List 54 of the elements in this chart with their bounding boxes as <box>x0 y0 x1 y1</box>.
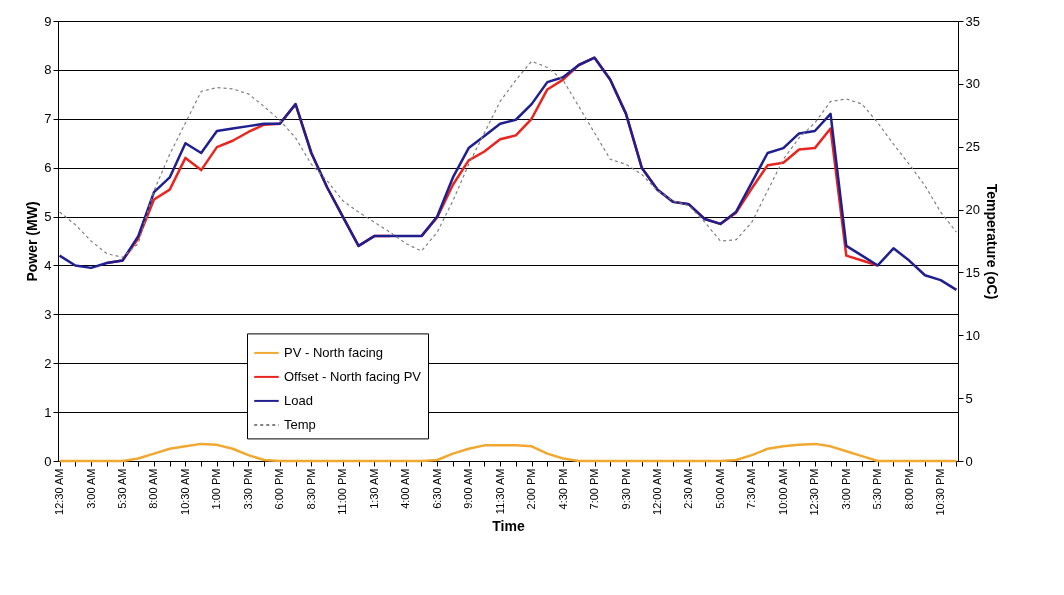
y-tick-label: 6 <box>44 160 52 176</box>
y2-tick-label: 5 <box>965 390 973 406</box>
x-tick-label: 1:00 PM <box>210 468 223 510</box>
y-tick-label: 9 <box>44 13 52 29</box>
x-tick-label: 12:30 AM <box>53 468 66 515</box>
y-tick-label: 8 <box>44 62 52 78</box>
x-tick-label: 6:30 AM <box>430 468 443 509</box>
x-tick-label: 9:30 PM <box>619 468 632 510</box>
x-tick-label: 2:30 AM <box>682 468 695 509</box>
y-tick-label: 5 <box>44 209 52 225</box>
y2-tick-label: 15 <box>965 264 980 280</box>
x-tick-label: 6:00 PM <box>273 468 286 510</box>
x-tick-label: 8:00 AM <box>147 468 160 509</box>
x-tick-label: 8:30 PM <box>304 468 317 510</box>
x-tick-label: 10:30 AM <box>178 468 191 515</box>
y2-tick-label: 30 <box>965 76 980 92</box>
y2-tick-label: 25 <box>965 139 980 155</box>
x-tick-label: 5:30 AM <box>116 468 129 509</box>
legend-label: Temp <box>284 416 316 432</box>
x-tick-label: 4:00 AM <box>399 468 412 509</box>
x-tick-label: 2:00 PM <box>525 468 538 510</box>
y2-tick-label: 20 <box>965 202 980 218</box>
x-tick-label: 12:00 AM <box>650 468 663 515</box>
y2-tick-label: 0 <box>965 453 973 469</box>
legend-label: Load <box>284 392 313 408</box>
x-tick-label: 1:30 AM <box>367 468 380 509</box>
y2-tick-label: 10 <box>965 327 980 343</box>
x-tick-label: 3:00 PM <box>839 468 852 510</box>
x-tick-label: 12:30 PM <box>808 468 821 516</box>
x-tick-label: 10:30 PM <box>934 468 947 516</box>
y-tick-label: 2 <box>44 355 52 371</box>
y-tick-label: 0 <box>44 453 52 469</box>
x-tick-label: 7:00 PM <box>588 468 601 510</box>
x-tick-label: 11:00 PM <box>336 468 349 515</box>
y-axis-title: Power (MW) <box>24 201 41 282</box>
y-tick-label: 4 <box>44 257 52 273</box>
legend-label: PV - North facing <box>284 344 383 360</box>
x-tick-label: 9:00 AM <box>462 468 475 509</box>
x-tick-label: 5:30 PM <box>871 468 884 510</box>
y-tick-label: 1 <box>44 404 52 420</box>
x-tick-label: 5:00 AM <box>713 468 726 509</box>
legend-label: Offset - North facing PV <box>284 368 422 384</box>
y-tick-label: 7 <box>44 111 52 127</box>
y2-axis-title: Temperature (oC) <box>983 183 1000 300</box>
x-tick-label: 3:30 PM <box>241 468 254 510</box>
x-tick-label: 8:00 PM <box>902 468 915 510</box>
x-tick-label: 10:00 AM <box>776 468 789 515</box>
x-axis-title: Time <box>492 517 525 534</box>
x-tick-label: 4:30 PM <box>556 468 569 510</box>
x-tick-label: 7:30 AM <box>745 468 758 509</box>
y-tick-label: 3 <box>44 306 52 322</box>
x-tick-label: 3:00 AM <box>84 468 97 509</box>
x-tick-label: 11:30 AM <box>493 468 506 515</box>
y2-tick-label: 35 <box>965 13 980 29</box>
